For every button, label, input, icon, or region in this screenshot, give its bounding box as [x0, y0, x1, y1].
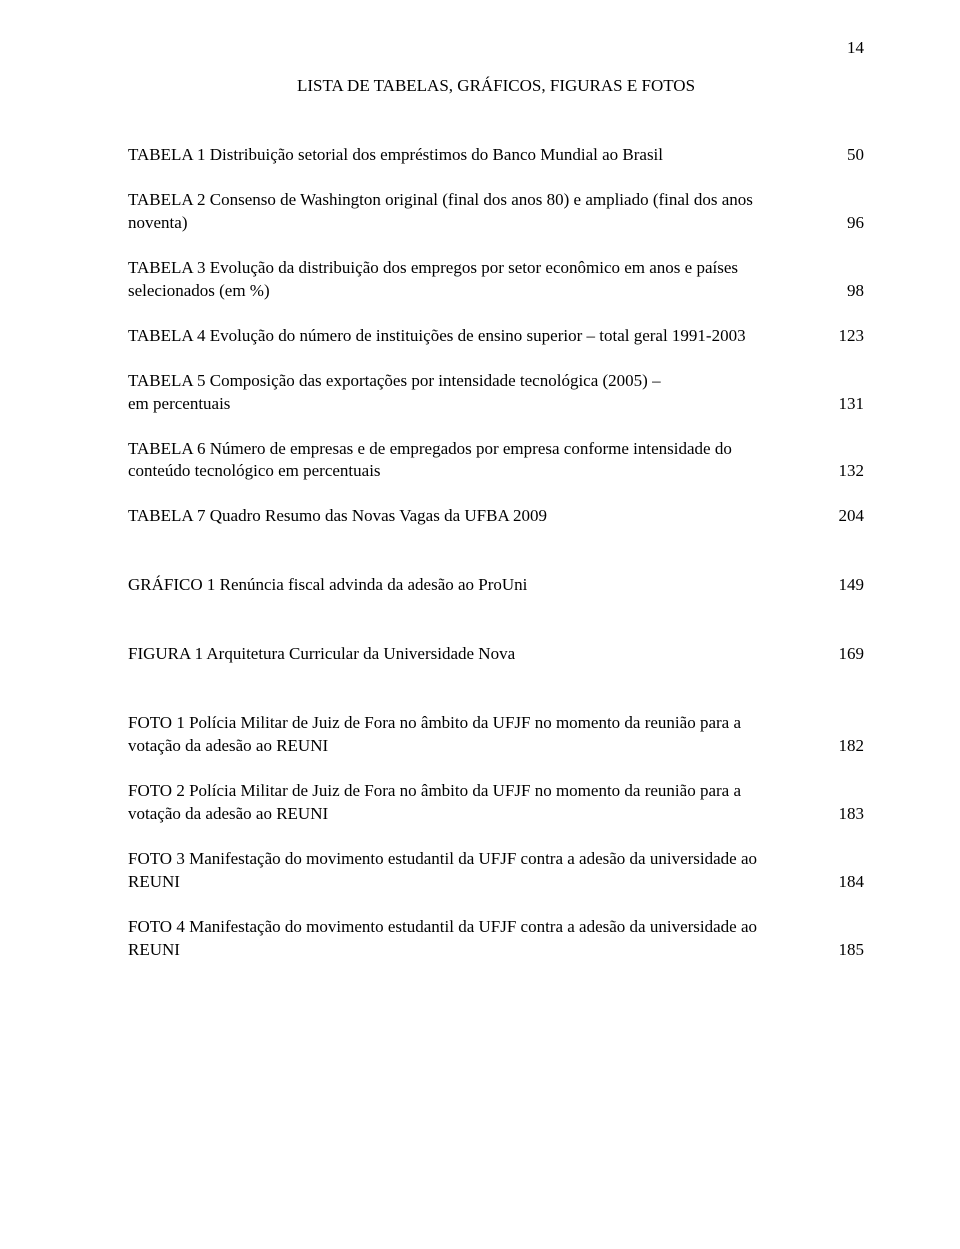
list-of-entries: TABELA 1 Distribuição setorial dos empré…: [128, 144, 864, 962]
entry-text: noventa): [128, 212, 187, 235]
list-entry: TABELA 3 Evolução da distribuição dos em…: [128, 257, 864, 303]
entry-last-line: conteúdo tecnológico em percentuais 132: [128, 460, 864, 483]
page-title: LISTA DE TABELAS, GRÁFICOS, FIGURAS E FO…: [128, 76, 864, 96]
entry-text: REUNI: [128, 871, 180, 894]
entry-text: GRÁFICO 1 Renúncia fiscal advinda da ade…: [128, 574, 527, 597]
entry-page-number: 132: [827, 460, 865, 483]
list-entry: TABELA 6 Número de empresas e de emprega…: [128, 438, 864, 484]
entry-page-number: 169: [827, 643, 865, 666]
entry-text: em percentuais: [128, 393, 230, 416]
entry-text: TABELA 1 Distribuição setorial dos empré…: [128, 144, 663, 167]
entry-last-line: votação da adesão ao REUNI 183: [128, 803, 864, 826]
entry-page-number: 182: [827, 735, 865, 758]
list-entry: GRÁFICO 1 Renúncia fiscal advinda da ade…: [128, 574, 864, 597]
entry-line: TABELA 6 Número de empresas e de emprega…: [128, 438, 864, 461]
entry-text: conteúdo tecnológico em percentuais: [128, 460, 381, 483]
list-entry: TABELA 4 Evolução do número de instituiç…: [128, 325, 864, 348]
entry-page-number: 131: [827, 393, 865, 416]
entry-text: votação da adesão ao REUNI: [128, 803, 328, 826]
list-entry: TABELA 5 Composição das exportações por …: [128, 370, 864, 416]
entry-line: TABELA 2 Consenso de Washington original…: [128, 189, 864, 212]
entry-text: TABELA 4 Evolução do número de instituiç…: [128, 325, 746, 348]
entry-page-number: 96: [835, 212, 864, 235]
list-entry: FOTO 2 Polícia Militar de Juiz de Fora n…: [128, 780, 864, 826]
entry-text: selecionados (em %): [128, 280, 270, 303]
list-entry: FIGURA 1 Arquitetura Curricular da Unive…: [128, 643, 864, 666]
entry-page-number: 183: [827, 803, 865, 826]
list-entry: FOTO 4 Manifestação do movimento estudan…: [128, 916, 864, 962]
entry-page-number: 50: [835, 144, 864, 167]
entry-line: FOTO 1 Polícia Militar de Juiz de Fora n…: [128, 712, 864, 735]
entry-last-line: noventa) 96: [128, 212, 864, 235]
list-entry: TABELA 2 Consenso de Washington original…: [128, 189, 864, 235]
entry-line: FOTO 3 Manifestação do movimento estudan…: [128, 848, 864, 871]
entry-last-line: votação da adesão ao REUNI 182: [128, 735, 864, 758]
entry-page-number: 204: [827, 505, 865, 528]
list-entry: FOTO 1 Polícia Militar de Juiz de Fora n…: [128, 712, 864, 758]
entry-text: votação da adesão ao REUNI: [128, 735, 328, 758]
entry-line: TABELA 3 Evolução da distribuição dos em…: [128, 257, 864, 280]
entry-page-number: 149: [827, 574, 865, 597]
entry-last-line: selecionados (em %) 98: [128, 280, 864, 303]
entry-last-line: REUNI 184: [128, 871, 864, 894]
entry-text: TABELA 7 Quadro Resumo das Novas Vagas d…: [128, 505, 547, 528]
page-number: 14: [847, 38, 864, 58]
entry-last-line: em percentuais 131: [128, 393, 864, 416]
entry-page-number: 123: [827, 325, 865, 348]
entry-text: FIGURA 1 Arquitetura Curricular da Unive…: [128, 643, 515, 666]
entry-text: REUNI: [128, 939, 180, 962]
entry-page-number: 98: [835, 280, 864, 303]
list-entry: TABELA 1 Distribuição setorial dos empré…: [128, 144, 864, 167]
entry-line: TABELA 5 Composição das exportações por …: [128, 370, 864, 393]
entry-page-number: 185: [827, 939, 865, 962]
entry-line: FOTO 2 Polícia Militar de Juiz de Fora n…: [128, 780, 864, 803]
entry-page-number: 184: [827, 871, 865, 894]
list-entry: TABELA 7 Quadro Resumo das Novas Vagas d…: [128, 505, 864, 528]
entry-line: FOTO 4 Manifestação do movimento estudan…: [128, 916, 864, 939]
entry-last-line: REUNI 185: [128, 939, 864, 962]
list-entry: FOTO 3 Manifestação do movimento estudan…: [128, 848, 864, 894]
